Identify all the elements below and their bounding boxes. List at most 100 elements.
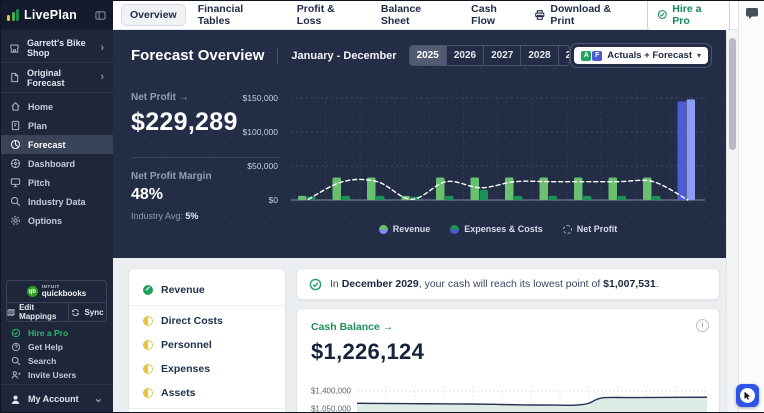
magnifier-icon (10, 196, 21, 207)
legend-label: Expenses & Costs (464, 224, 543, 234)
net-profit-margin-label: Net Profit Margin (131, 171, 212, 182)
check-circle-icon (657, 10, 667, 19)
sidebar-item-pitch[interactable]: Pitch (0, 173, 113, 192)
sidebar-item-label: Forecast (28, 139, 66, 150)
year-tab-2027[interactable]: 2027 (483, 46, 520, 65)
scrollbar-thumb[interactable] (729, 38, 736, 150)
checklist-item-revenue[interactable]: Revenue (129, 278, 285, 302)
hire-a-pro-link[interactable]: Hire a Pro (0, 326, 113, 340)
map-icon (7, 308, 15, 316)
sync-button[interactable]: Sync (69, 303, 106, 321)
edit-mappings-label: Edit Mappings (19, 303, 57, 321)
expenses-legend-dot (450, 224, 460, 234)
sidebar-item-label: Industry Data (28, 196, 86, 207)
sidebar-item-forecast[interactable]: Forecast (0, 135, 113, 154)
profit-chart-yaxis: $150,000 $100,000 $50,000 $0 (225, 88, 285, 216)
legend-net-profit[interactable]: Net Profit (562, 224, 617, 234)
chevron-down-icon: ▾ (696, 51, 701, 60)
divider (131, 157, 279, 158)
search-icon (10, 356, 21, 366)
year-selector: 2025 2026 2027 2028 2029 (408, 45, 571, 66)
checklist-item-assets[interactable]: Assets (129, 381, 285, 405)
plan-icon (10, 120, 21, 131)
tab-cash-flow[interactable]: Cash Flow (471, 2, 497, 27)
cash-balance-card: Cash Balance → $1,226,124 i $1,400,000 $1… (296, 308, 720, 413)
sidebar-item-dashboard[interactable]: Dashboard (0, 154, 113, 173)
quickbooks-label: quickbooks (41, 288, 87, 298)
year-tab-2028[interactable]: 2028 (520, 46, 557, 65)
tab-profit-and-loss[interactable]: Profit & Loss (296, 2, 335, 27)
revenue-legend-dot (378, 224, 388, 234)
sidebar-item-industry-data[interactable]: Industry Data (0, 192, 113, 211)
divider (0, 92, 113, 93)
info-icon[interactable]: i (696, 319, 709, 332)
sidebar-item-home[interactable]: Home (0, 97, 113, 116)
status-partial-icon (143, 340, 153, 350)
chevron-down-icon: ⌄ (93, 392, 103, 405)
link-label: Hire a Pro (28, 328, 69, 338)
checklist-label: Personnel (161, 339, 212, 351)
checklist-item-expenses[interactable]: Expenses (129, 357, 285, 381)
checklist-label: Revenue (161, 284, 205, 296)
sidebar-item-label: Home (28, 101, 54, 112)
cash-column: In December 2029, your cash will reach i… (296, 268, 720, 413)
get-help-link[interactable]: Get Help (0, 340, 113, 354)
hire-pro-label: Hire a Pro (672, 2, 702, 27)
download-print-label: Download & Print (550, 2, 612, 27)
cash-balance-label[interactable]: Cash Balance → (311, 321, 394, 333)
status-partial-icon (143, 364, 153, 374)
divider (0, 62, 113, 63)
search-link[interactable]: Search (0, 354, 113, 368)
check-circle-icon (309, 278, 322, 290)
account-label: My Account (28, 394, 79, 404)
link-label: Search (28, 356, 57, 366)
forecast-checklist: Revenue Direct Costs Personnel Expenses … (128, 268, 286, 413)
download-print-button[interactable]: Download & Print (534, 3, 635, 27)
year-tab-2025[interactable]: 2025 (409, 46, 446, 65)
cash-chart (357, 387, 707, 413)
sidebar-item-options[interactable]: Options (0, 211, 113, 230)
checklist-label: Direct Costs (161, 315, 223, 327)
chat-icon[interactable] (745, 7, 759, 20)
invite-users-link[interactable]: Invite Users (0, 368, 113, 382)
tab-overview[interactable]: Overview (121, 3, 186, 26)
storefront-icon (9, 43, 20, 54)
year-tab-2029[interactable]: 2029 (557, 46, 569, 65)
legend-expenses[interactable]: Expenses & Costs (450, 224, 543, 234)
avatar-icon (10, 393, 21, 406)
sidebar-item-plan[interactable]: Plan (0, 116, 113, 135)
cash-alert-text: In December 2029, your cash will reach i… (330, 278, 659, 290)
profit-chart (291, 92, 705, 201)
my-account-menu[interactable]: My Account ⌄ (0, 384, 113, 413)
printer-icon (535, 9, 545, 20)
net-profit-stats: Net Profit → $229,289 Net Profit Margin … (131, 92, 279, 221)
hire-a-pro-button[interactable]: Hire a Pro (646, 0, 730, 32)
checklist-item-personnel[interactable]: Personnel (129, 333, 285, 357)
edit-mappings-button[interactable]: Edit Mappings (7, 303, 69, 321)
forecast-icon (10, 139, 21, 150)
remote-cursor-button[interactable] (736, 384, 759, 407)
liveplan-logo-icon (7, 9, 19, 21)
legend-revenue[interactable]: Revenue (378, 224, 430, 234)
year-tab-2026[interactable]: 2026 (445, 46, 483, 65)
view-selector-label: Actuals + Forecast (607, 50, 692, 61)
net-profit-label[interactable]: Net Profit → (131, 92, 189, 103)
checklist-item-direct-costs[interactable]: Direct Costs (129, 309, 285, 333)
home-icon (10, 101, 21, 112)
page-scrollbar[interactable] (726, 30, 738, 413)
cursor-icon (740, 388, 755, 403)
y-axis-tick: $1,400,000 (310, 386, 351, 396)
collapse-sidebar-icon[interactable] (95, 10, 106, 21)
sidebar-links: Hire a Pro Get Help Search Invite Users (0, 326, 113, 382)
forecast-name: Original Forecast (27, 67, 65, 88)
tab-financial-tables[interactable]: Financial Tables (197, 2, 244, 27)
forecast-selector[interactable]: Original Forecast › (0, 63, 113, 92)
sidebar-nav: Home Plan Forecast Dashboard Pitch Indus… (0, 97, 113, 230)
net-profit-margin-value: 48% (131, 186, 164, 203)
y-axis-tick: $100,000 (242, 127, 278, 137)
tab-balance-sheet[interactable]: Balance Sheet (380, 2, 422, 27)
company-selector[interactable]: Garrett's Bike Shop › (0, 34, 113, 62)
